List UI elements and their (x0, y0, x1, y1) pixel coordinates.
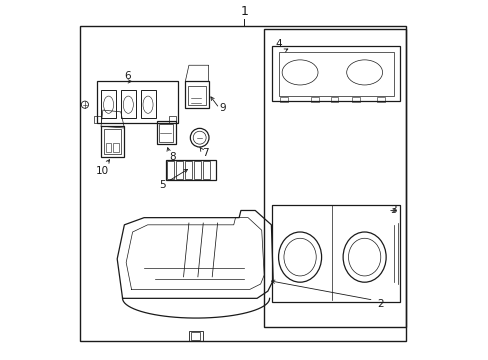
Text: 9: 9 (219, 103, 226, 113)
Bar (190, 332, 200, 340)
Text: 10: 10 (96, 166, 109, 176)
Text: 7: 7 (202, 148, 208, 158)
Bar (121, 90, 136, 118)
Bar (176, 161, 183, 179)
Bar (94, 116, 101, 123)
Bar (101, 126, 124, 157)
Bar (264, 30, 405, 327)
Bar (169, 116, 176, 123)
Text: 5: 5 (159, 180, 165, 190)
Text: 2: 2 (377, 299, 383, 309)
Bar (272, 205, 399, 302)
Bar (187, 86, 205, 105)
Bar (113, 143, 119, 152)
Bar (165, 160, 215, 180)
Bar (101, 90, 116, 118)
Bar (185, 161, 191, 179)
Bar (351, 97, 359, 102)
Bar (140, 90, 155, 118)
Text: 6: 6 (124, 71, 131, 81)
Text: 8: 8 (169, 152, 176, 162)
Bar (97, 81, 178, 123)
Bar (194, 161, 201, 179)
Text: 3: 3 (389, 206, 396, 216)
Text: 1: 1 (240, 5, 248, 18)
Bar (330, 97, 338, 102)
Bar (203, 161, 209, 179)
Bar (156, 121, 176, 144)
Bar (188, 330, 202, 341)
Bar (272, 45, 399, 101)
Bar (185, 81, 208, 108)
Bar (105, 143, 111, 152)
Bar (278, 52, 393, 96)
Bar (167, 161, 174, 179)
Bar (310, 97, 318, 102)
Bar (104, 130, 121, 154)
Bar (376, 97, 384, 102)
Text: 4: 4 (275, 39, 281, 49)
Bar (80, 26, 405, 341)
Bar (159, 124, 173, 141)
Bar (280, 97, 287, 102)
